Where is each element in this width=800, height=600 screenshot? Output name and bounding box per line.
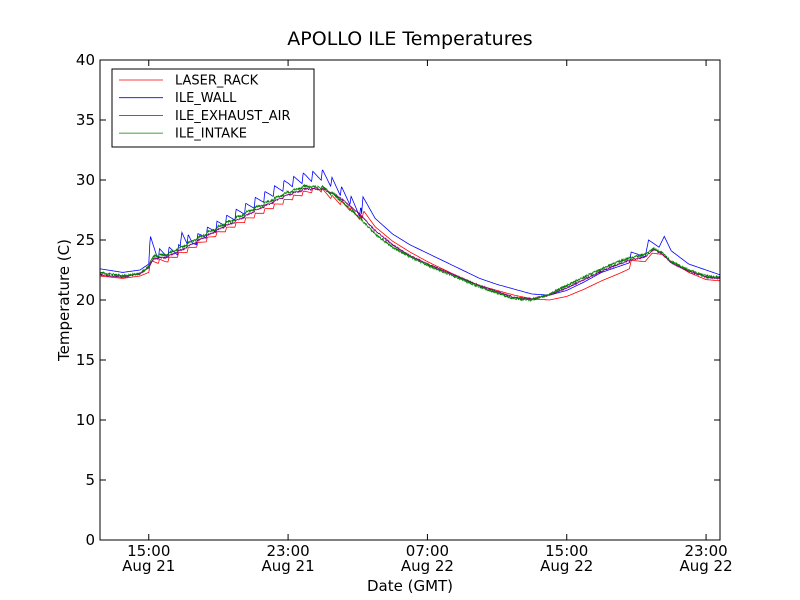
y-tick-label: 20	[76, 291, 95, 309]
x-tick-label-time: 15:00	[127, 542, 170, 560]
legend-label-ile-exhaust-air: ILE_EXHAUST_AIR	[175, 109, 291, 124]
x-tick-label-date: Aug 21	[122, 557, 175, 575]
y-tick-label: 10	[76, 411, 95, 429]
series-line-laser-rack	[100, 187, 720, 301]
series-line-ile-intake	[99, 183, 721, 303]
x-tick-label-time: 23:00	[684, 542, 727, 560]
y-tick-label: 40	[76, 51, 95, 69]
y-tick-label: 5	[85, 471, 95, 489]
x-axis-label: Date (GMT)	[367, 577, 453, 595]
legend-entries: LASER_RACK ILE_WALL ILE_EXHAUST_AIR ILE_INT…	[119, 74, 291, 142]
y-tick-label: 15	[76, 351, 95, 369]
x-tick-label-date: Aug 22	[679, 557, 732, 575]
legend-label-laser-rack: LASER_RACK	[175, 74, 259, 89]
legend-box	[111, 68, 315, 148]
chart-title: APOLLO ILE Temperatures	[287, 28, 532, 50]
y-tick-label: 35	[76, 111, 95, 129]
y-tick-label: 0	[85, 531, 95, 549]
x-tick-label-time: 07:00	[406, 542, 449, 560]
y-tick-label: 30	[76, 171, 95, 189]
x-tick-label-date: Aug 21	[262, 557, 315, 575]
legend-label-ile-intake: ILE_INTAKE	[175, 127, 247, 142]
x-tick-label-time: 15:00	[545, 542, 588, 560]
y-tick-label: 25	[76, 231, 95, 249]
x-tick-label-date: Aug 22	[401, 557, 454, 575]
y-axis-label: Temperature (C)	[55, 239, 73, 362]
legend-label-ile-wall: ILE_WALL	[175, 91, 237, 106]
legend: LASER_RACK ILE_WALL ILE_EXHAUST_AIR ILE_INT…	[111, 68, 315, 148]
x-tick-label-date: Aug 22	[540, 557, 593, 575]
x-tick-label-time: 23:00	[266, 542, 309, 560]
series-layer	[99, 169, 721, 303]
series-line-ile-exhaust-air	[99, 186, 721, 301]
